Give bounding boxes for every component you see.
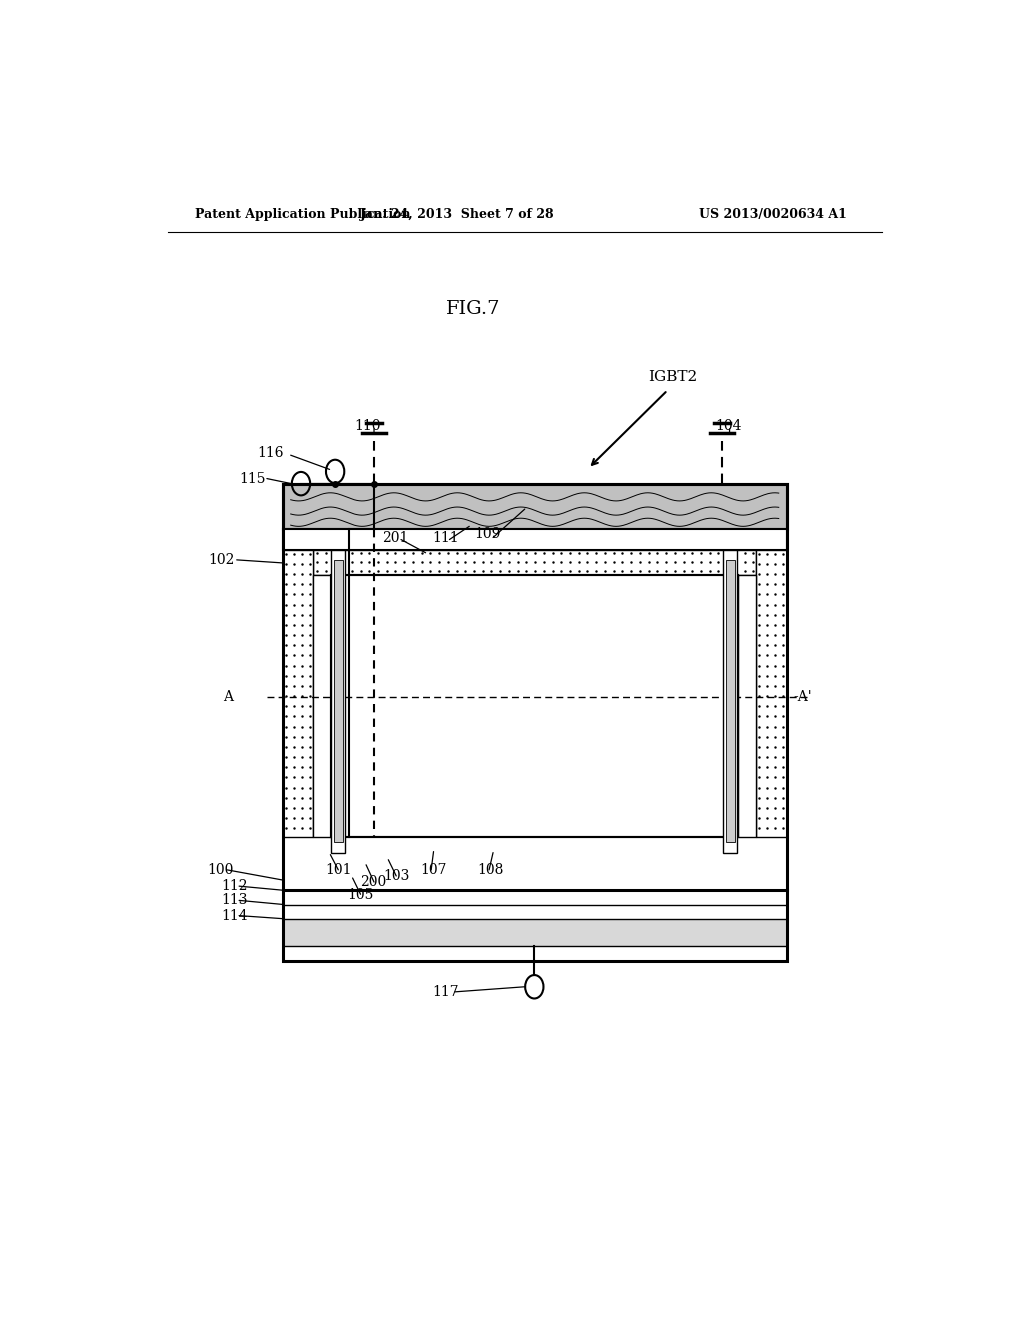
Bar — [283, 529, 786, 549]
Text: 101: 101 — [325, 863, 351, 876]
Text: Patent Application Publication: Patent Application Publication — [196, 207, 411, 220]
Text: 117: 117 — [433, 985, 460, 999]
Bar — [331, 576, 738, 837]
Text: 115: 115 — [240, 471, 265, 486]
Text: 200: 200 — [359, 875, 386, 890]
Text: 105: 105 — [347, 888, 374, 903]
Text: 102: 102 — [209, 553, 236, 566]
Bar — [738, 576, 756, 837]
Text: 107: 107 — [420, 863, 446, 876]
Text: IGBT2: IGBT2 — [648, 370, 697, 384]
Text: Jan. 24, 2013  Sheet 7 of 28: Jan. 24, 2013 Sheet 7 of 28 — [360, 207, 555, 220]
Text: 116: 116 — [257, 446, 284, 461]
Text: 111: 111 — [432, 531, 459, 545]
Bar — [334, 560, 343, 842]
Text: A: A — [223, 690, 232, 704]
Text: 100: 100 — [207, 863, 233, 876]
Text: 103: 103 — [384, 869, 410, 883]
Text: -A': -A' — [793, 690, 812, 704]
Bar — [756, 549, 786, 837]
Bar — [726, 560, 735, 842]
Text: 109: 109 — [475, 528, 501, 541]
Bar — [313, 549, 756, 576]
Text: 113: 113 — [221, 894, 248, 907]
Text: 110: 110 — [354, 418, 381, 433]
Bar — [283, 483, 786, 961]
Text: 114: 114 — [221, 908, 248, 923]
Bar — [313, 576, 331, 837]
Bar — [331, 549, 345, 853]
Text: 112: 112 — [221, 879, 248, 894]
Bar — [283, 483, 786, 529]
Text: FIG.7: FIG.7 — [446, 300, 501, 318]
Text: US 2013/0020634 A1: US 2013/0020634 A1 — [699, 207, 847, 220]
Bar — [283, 549, 313, 837]
Text: 104: 104 — [715, 418, 741, 433]
Bar — [283, 919, 786, 946]
Bar — [283, 837, 786, 890]
Bar — [283, 483, 786, 961]
Text: 201: 201 — [382, 531, 409, 545]
Bar — [331, 576, 738, 837]
Bar — [723, 549, 737, 853]
Text: 108: 108 — [477, 863, 504, 876]
